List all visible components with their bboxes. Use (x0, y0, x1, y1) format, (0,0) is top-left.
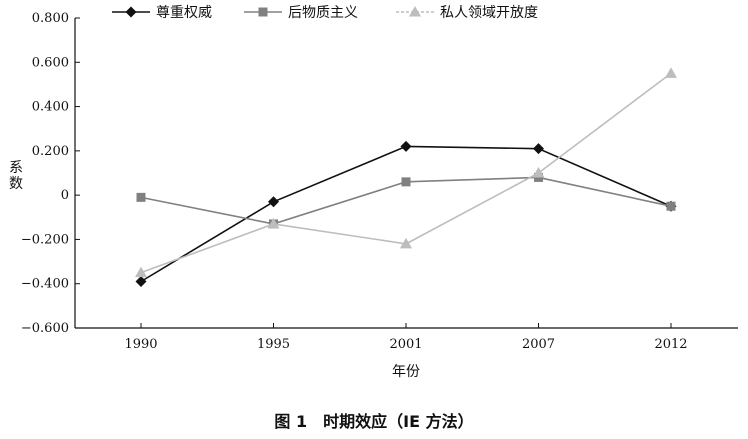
data-point (400, 237, 412, 249)
y-tick-label: 0.600 (32, 55, 69, 70)
legend-marker (125, 6, 137, 18)
y-tick-label: −0.400 (21, 277, 69, 292)
y-tick-label: −0.600 (21, 321, 69, 336)
x-tick-label: 1990 (124, 337, 157, 352)
x-tick-label: 1995 (257, 337, 290, 352)
legend: 尊重权威 后物质主义 私人领域开放度 (112, 4, 538, 21)
y-tick-label: 0.800 (32, 11, 69, 26)
series-layer (135, 67, 677, 287)
data-point (665, 67, 677, 78)
data-point (135, 276, 147, 287)
x-tick-label: 2007 (522, 337, 555, 352)
x-tick-label: 2001 (389, 337, 422, 352)
data-point (532, 167, 545, 178)
y-axis-label: 系数 (9, 160, 23, 192)
axes: −0.600 −0.400 −0.200 0 0.200 0.400 0.600 0.800 1… (21, 11, 738, 352)
x-axis-label: 年份 (392, 364, 420, 380)
figure-caption: 图 1 时期效应（IE 方法） (274, 412, 474, 431)
legend-item: 私人领域开放度 (396, 5, 538, 21)
legend-label: 后物质主义 (288, 5, 358, 21)
data-point (268, 196, 279, 208)
legend-marker (409, 6, 421, 17)
series-1 (135, 140, 677, 287)
data-point (533, 143, 544, 155)
y-tick-label: 0.200 (32, 144, 69, 159)
legend-marker (258, 7, 268, 17)
y-tick-label: −0.200 (21, 232, 69, 247)
x-tick-label: 2012 (654, 337, 687, 352)
data-point (400, 140, 412, 152)
data-point (267, 217, 280, 229)
data-point (666, 201, 676, 211)
legend-item: 尊重权威 (112, 4, 212, 21)
data-point (401, 177, 411, 187)
data-point (135, 266, 147, 278)
y-tick-label: 0 (61, 188, 69, 203)
line-chart: 尊重权威 后物质主义 私人领域开放度 −0.600 −0.400 −0.200 0 0.20… (9, 4, 738, 380)
series-2 (136, 172, 676, 229)
legend-item: 后物质主义 (244, 5, 358, 21)
data-point (136, 192, 146, 202)
series-3 (135, 67, 677, 278)
y-tick-label: 0.400 (32, 100, 69, 115)
legend-label: 私人领域开放度 (440, 5, 538, 21)
legend-label: 尊重权威 (156, 4, 212, 21)
